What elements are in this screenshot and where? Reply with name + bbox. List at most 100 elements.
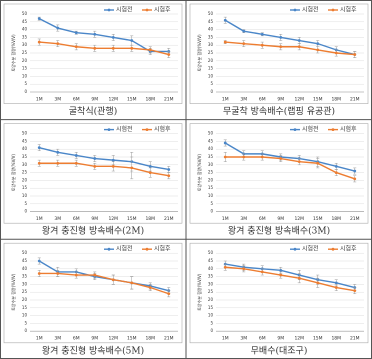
point [74,273,78,277]
legend-label: 시험후 [154,6,171,14]
point [316,161,320,165]
point [56,26,60,30]
x-tick-label: 3M [54,216,61,222]
y-tick-label: 25 [22,289,28,294]
x-tick-label: 1M [36,97,43,103]
series-line [224,142,355,172]
y-tick-label: 25 [208,50,214,55]
point [223,155,227,159]
legend-label: 시험후 [154,245,171,253]
point [334,281,338,285]
x-tick-label: 18M [145,336,155,342]
legend-marker [145,128,149,132]
y-axis-label: 토양수분 함량(%V/V) [196,273,202,311]
caption: 왕겨 충진형 방속배수(5M) [42,345,144,356]
x-tick-label: 12M [294,97,304,103]
x-tick-label: 12M [294,216,304,222]
x-tick-label: 6M [259,97,266,103]
series-line [224,19,355,56]
y-tick-label: 15 [208,66,214,71]
point [167,174,171,178]
y-tick-label: 5 [210,201,213,206]
chart-box [3,3,183,104]
chart-box [189,123,369,224]
point [279,273,283,277]
y-tick-label: 20 [208,58,214,63]
x-tick-label: 1M [36,216,43,222]
legend-label: 시험전 [302,6,319,14]
x-tick-label: 1M [222,97,229,103]
caption: 무배수(대조구) [251,345,308,356]
point [56,42,60,46]
point [279,268,283,272]
point [297,276,301,280]
y-tick-label: 40 [22,27,28,32]
y-tick-label: 30 [22,281,28,286]
legend-marker [145,8,149,12]
y-tick-label: 0 [210,89,213,94]
y-axis-label: 토양수분 함량(%V/V) [10,34,16,72]
y-tick-label: 25 [22,50,28,55]
x-tick-label: 18M [331,336,341,342]
y-tick-label: 35 [22,34,28,39]
y-tick-label: 10 [208,73,214,78]
x-tick-label: 21M [164,216,174,222]
y-axis-label: 토양수분 함량(%V/V) [10,154,16,192]
x-tick-label: 9M [91,216,98,222]
legend-marker [331,247,335,251]
y-tick-label: 30 [22,162,28,167]
point [111,36,115,39]
y-tick-label: 15 [208,185,214,190]
legend-marker [331,128,335,132]
y-tick-label: 5 [24,81,27,86]
x-tick-label: 12M [108,97,118,103]
y-tick-label: 45 [208,138,214,143]
point [353,289,357,293]
legend-label: 시험전 [116,125,133,133]
series-line [39,272,169,295]
x-tick-label: 15M [313,336,323,342]
x-tick-label: 3M [240,336,247,342]
y-tick-label: 45 [208,258,214,263]
point [130,281,134,285]
point [37,40,41,44]
series-line [39,162,169,177]
x-tick-label: 6M [259,216,266,222]
point [167,168,171,171]
x-tick-label: 1M [222,336,229,342]
point [167,53,171,56]
point [93,32,97,36]
series-line [225,266,355,292]
point [130,166,134,170]
point [242,29,246,33]
point [37,259,41,263]
point [297,39,301,42]
x-tick-label: 21M [350,336,360,342]
point [242,155,246,159]
point [37,146,41,150]
point [297,45,301,49]
y-tick-label: 15 [208,305,214,310]
y-axis-label: 토양수분 함량(%V/V) [10,273,16,311]
series-line [225,41,355,56]
x-tick-label: 21M [164,336,174,342]
point [56,272,60,275]
x-tick-label: 3M [240,216,247,222]
legend-label: 시험후 [340,245,357,253]
x-tick-label: 9M [277,336,284,342]
x-tick-label: 15M [127,216,137,222]
y-tick-label: 50 [208,250,214,255]
x-tick-label: 3M [54,336,61,342]
legend-marker [107,8,111,12]
y-tick-label: 15 [22,66,28,71]
legend-marker [107,247,111,251]
x-tick-label: 6M [73,97,80,103]
point [223,141,227,145]
x-tick-label: 18M [145,97,155,103]
x-tick-label: 15M [127,336,137,342]
y-axis-label: 토양수분 함량(%V/V) [196,34,202,72]
x-tick-label: 12M [108,336,118,342]
y-tick-label: 40 [22,146,28,151]
y-tick-label: 10 [208,313,214,318]
